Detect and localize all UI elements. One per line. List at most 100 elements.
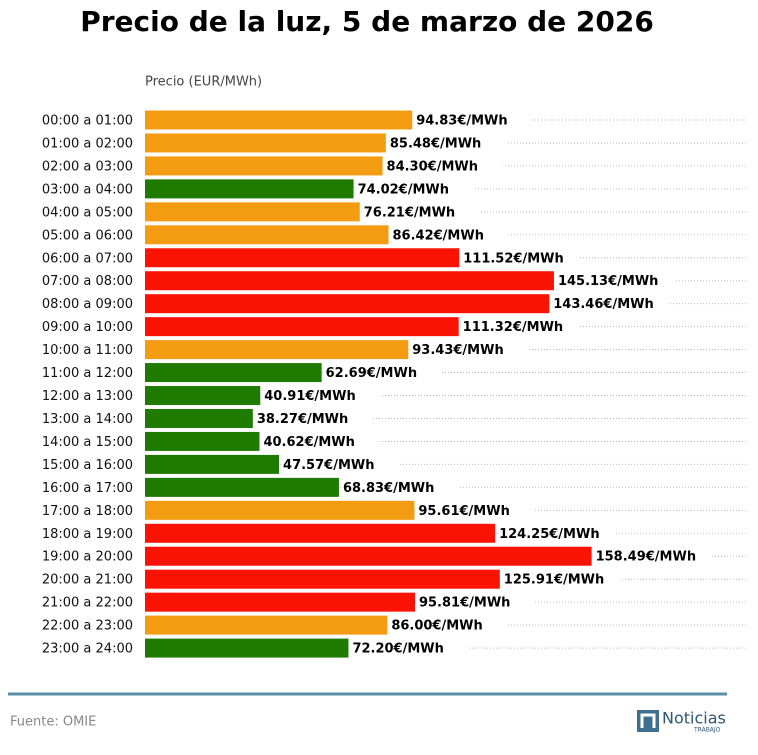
y-tick-label: 10:00 a 11:00 [42,343,133,358]
bar [145,248,460,268]
value-label: 85.48€/MWh [390,136,481,151]
label-bg [340,479,459,496]
label-bg [281,456,400,473]
y-tick-label: 15:00 a 16:00 [42,458,133,473]
value-label: 72.20€/MWh [352,642,443,657]
logo-glyph [640,713,656,728]
value-label: 62.69€/MWh [326,366,417,381]
label-bg [410,341,529,358]
bar [145,592,415,612]
bar [145,569,500,589]
y-tick-label: 14:00 a 15:00 [42,435,133,450]
label-bg [262,387,381,404]
label-bg [355,180,474,197]
bar [145,317,459,337]
y-tick-label: 02:00 a 03:00 [42,159,133,174]
label-bg [461,249,580,266]
label-bg [350,640,469,657]
label-bg [261,433,380,450]
y-tick-label: 01:00 a 02:00 [42,136,133,151]
value-label: 68.83€/MWh [343,481,434,496]
chart-title: Precio de la luz, 5 de marzo de 2026 [80,5,654,38]
bar [145,225,389,245]
bar [145,500,415,520]
bar [145,133,386,153]
value-label: 124.25€/MWh [499,527,600,542]
value-label: 84.30€/MWh [387,159,478,174]
label-bg [384,157,503,174]
label-bg [390,226,509,243]
source: Fuente: OMIE [10,715,96,730]
value-label: 47.57€/MWh [283,458,374,473]
bar [145,156,383,176]
y-tick-label: 20:00 a 21:00 [42,573,133,588]
label-bg [361,203,480,220]
value-label: 143.46€/MWh [553,297,654,312]
bar [145,454,280,474]
label-bg [416,502,535,519]
y-tick-label: 17:00 a 18:00 [42,504,133,519]
bar [145,638,349,658]
label-bg [323,364,442,381]
y-tick-label: 13:00 a 14:00 [42,412,133,427]
y-tick-label: 05:00 a 06:00 [42,228,133,243]
value-label: 93.43€/MWh [412,343,503,358]
y-tick-label: 23:00 a 24:00 [42,642,133,657]
value-label: 145.13€/MWh [558,274,659,289]
value-label: 86.42€/MWh [393,228,484,243]
label-bg [414,112,533,128]
value-label: 94.83€/MWh [416,114,507,129]
value-label: 38.27€/MWh [257,412,348,427]
label-bg [254,410,373,427]
y-tick-label: 08:00 a 09:00 [42,297,133,312]
value-label: 40.91€/MWh [264,389,355,404]
label-bg [555,272,674,289]
bar [145,179,354,199]
bar [145,431,260,451]
value-label: 40.62€/MWh [263,435,354,450]
label-bg [460,318,579,335]
bar [145,477,339,497]
label-bg [497,525,616,542]
label-bg [593,548,712,565]
y-tick-label: 04:00 a 05:00 [42,205,133,220]
bar [145,615,388,635]
y-tick-label: 09:00 a 10:00 [42,320,133,335]
bar [145,271,554,291]
logo-icon [637,710,659,732]
y-tick-label: 11:00 a 12:00 [42,366,133,381]
label-bg [389,617,508,634]
value-label: 76.21€/MWh [364,205,455,220]
bar [145,294,550,314]
label-bg [551,295,670,312]
label-bg [387,134,506,151]
bar [145,110,413,130]
bar [145,546,592,566]
value-label: 111.32€/MWh [463,320,564,335]
value-label: 95.81€/MWh [419,596,510,611]
y-tick-label: 12:00 a 13:00 [42,389,133,404]
bar [145,386,261,406]
y-tick-label: 03:00 a 04:00 [42,182,133,197]
value-label: 95.61€/MWh [418,504,509,519]
y-tick-label: 18:00 a 19:00 [42,527,133,542]
value-label: 158.49€/MWh [596,550,697,565]
y-tick-label: 16:00 a 17:00 [42,481,133,496]
logo-name: Noticias [662,709,726,728]
bar [145,363,322,383]
y-tick-label: 06:00 a 07:00 [42,251,133,266]
y-tick-label: 07:00 a 08:00 [42,274,133,289]
value-label: 125.91€/MWh [504,573,605,588]
bar [145,523,496,543]
y-tick-label: 22:00 a 23:00 [42,619,133,634]
bar [145,408,253,428]
value-label: 74.02€/MWh [358,182,449,197]
label-bg [416,594,535,611]
axis-label: Precio (EUR/MWh) [145,75,262,90]
y-tick-label: 21:00 a 22:00 [42,596,133,611]
bar [145,340,409,360]
logo-sub: TRABAJO [693,727,721,734]
y-tick-label: 19:00 a 20:00 [42,550,133,565]
value-label: 111.52€/MWh [463,251,564,266]
